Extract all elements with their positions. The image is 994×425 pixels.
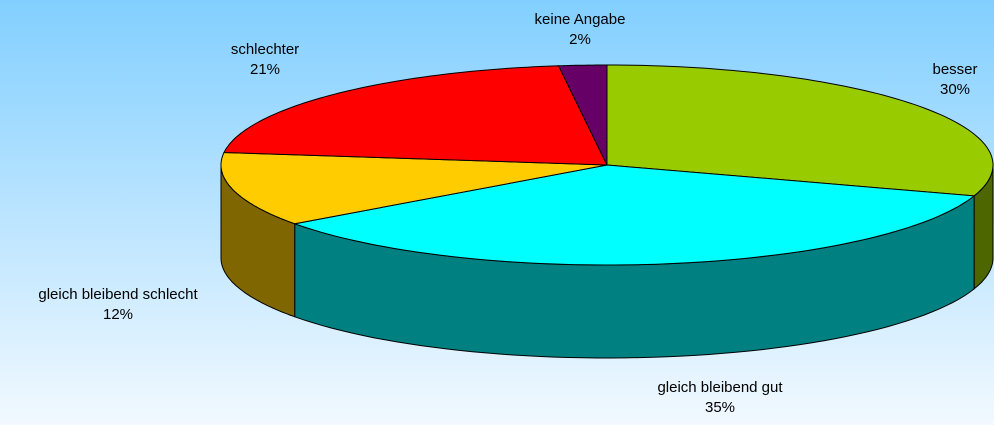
slice-label: gleich bleibend schlecht bbox=[38, 286, 198, 303]
slice-value-label: 2% bbox=[569, 31, 591, 48]
slice-label: gleich bleibend gut bbox=[657, 379, 783, 396]
slice-value-label: 30% bbox=[940, 81, 970, 98]
slice-value-label: 12% bbox=[103, 306, 133, 323]
slice bbox=[606, 64, 994, 197]
slice bbox=[223, 65, 608, 166]
slice-label: keine Angabe bbox=[535, 11, 626, 28]
slice-label: besser bbox=[932, 61, 977, 78]
slice bbox=[292, 164, 976, 266]
slice-label: schlechter bbox=[231, 41, 299, 58]
slice-value-label: 21% bbox=[250, 61, 280, 78]
slice bbox=[557, 64, 608, 166]
slice-value-label: 35% bbox=[705, 399, 735, 416]
slice bbox=[220, 151, 608, 225]
